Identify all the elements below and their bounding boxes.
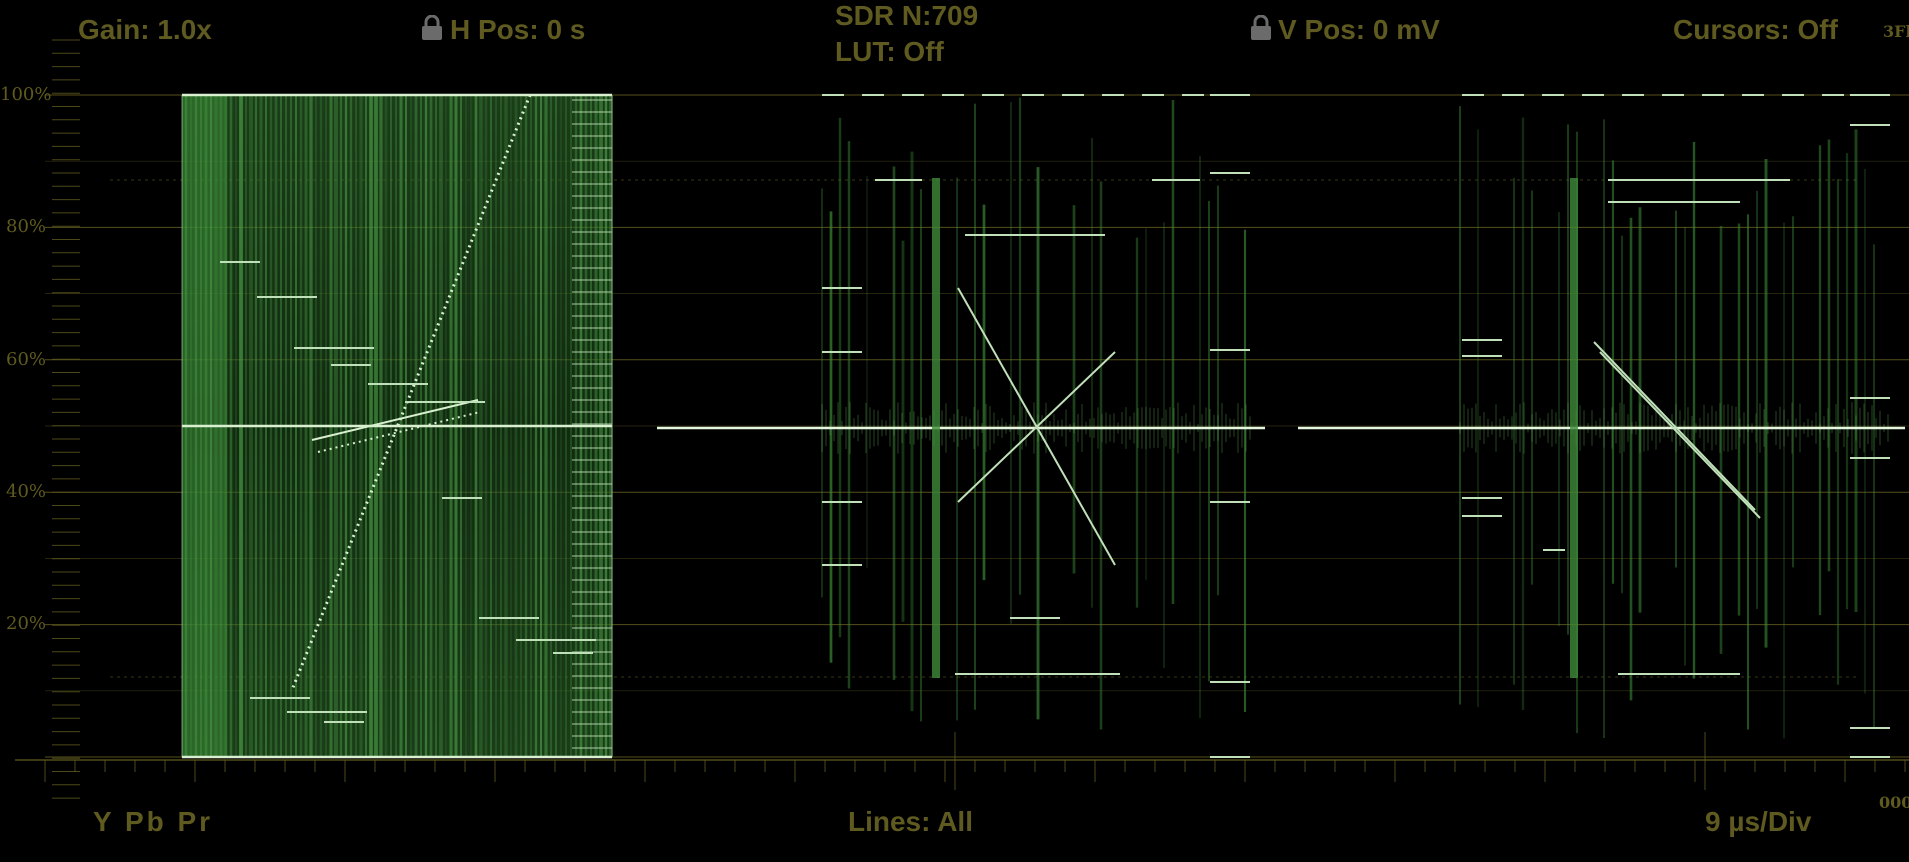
graticule-label-80: 80% xyxy=(6,216,47,237)
h-pos-readout[interactable]: H Pos: 0 s xyxy=(450,14,586,45)
timebase-readout[interactable]: 9 µs/Div xyxy=(1705,806,1812,837)
edge-label-top: 3Fl xyxy=(1883,22,1909,41)
channel-readout: Y Pb Pr xyxy=(93,806,214,837)
graticule-label-60: 60% xyxy=(6,349,47,370)
cursors-readout[interactable]: Cursors: Off xyxy=(1673,14,1838,45)
lut-readout[interactable]: LUT: Off xyxy=(835,36,944,67)
pb-channel-trace xyxy=(657,94,1265,758)
y-channel-trace xyxy=(181,93,613,759)
graticule-label-20: 20% xyxy=(6,613,47,634)
standard-readout: SDR N:709 xyxy=(835,0,979,31)
v-pos-readout[interactable]: V Pos: 0 mV xyxy=(1278,14,1440,45)
lines-readout[interactable]: Lines: All xyxy=(848,806,973,837)
graticule-label-100: 100% xyxy=(0,84,52,105)
gain-readout: Gain: 1.0x xyxy=(78,14,212,45)
lock-icon xyxy=(422,15,442,40)
pr-channel-trace xyxy=(1298,94,1905,758)
graticule-label-40: 40% xyxy=(6,481,47,502)
lock-icon xyxy=(1251,15,1271,40)
edge-label-bottom: 000 xyxy=(1879,793,1909,812)
